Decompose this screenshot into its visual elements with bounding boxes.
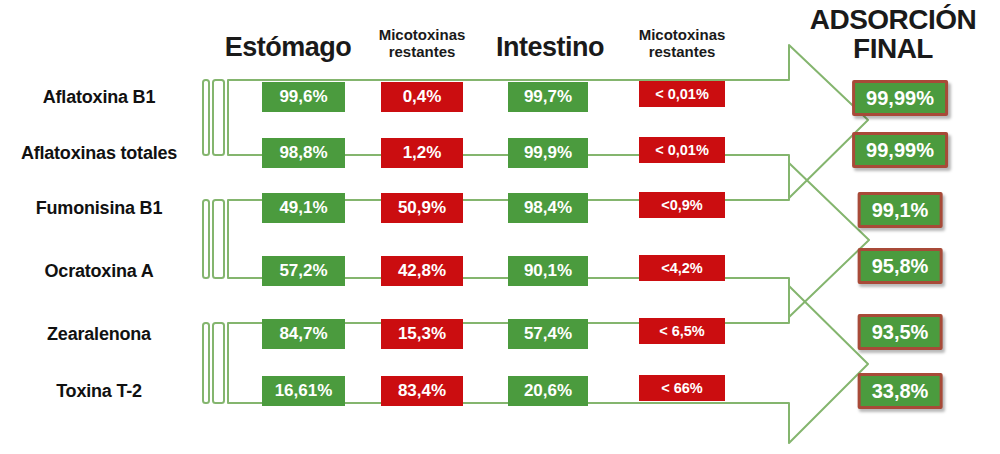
flow-arrows-layer: [0, 0, 1000, 454]
column-header-intestine: Intestino: [475, 33, 625, 61]
arrow-stripe-icon: [213, 80, 224, 155]
arrow-stripe-icon: [203, 80, 209, 155]
arrow-stripe-icon: [203, 200, 209, 278]
arrow-body-icon: [228, 45, 868, 198]
arrow-body-icon: [228, 286, 868, 443]
arrow-stripe-icon: [203, 323, 209, 403]
striped-arrow-rows-1-2: [203, 45, 868, 198]
column-header-remaining-mycotoxins: Micotoxinas restantes: [622, 26, 742, 61]
striped-arrow-rows-3-4: [203, 163, 869, 317]
column-header-final-adsorption: ADSORCIÓN FINAL: [795, 5, 991, 64]
striped-arrow-rows-5-6: [203, 286, 868, 443]
arrow-stripe-icon: [213, 323, 224, 403]
column-header-remaining-mycotoxins: Micotoxinas restantes: [362, 26, 482, 61]
mycotoxin-adsorption-infographic: Estómago Micotoxinas restantes Intestino…: [0, 0, 1000, 454]
arrow-body-icon: [228, 163, 869, 317]
arrow-stripe-icon: [213, 200, 224, 278]
column-header-stomach: Estómago: [198, 33, 378, 61]
